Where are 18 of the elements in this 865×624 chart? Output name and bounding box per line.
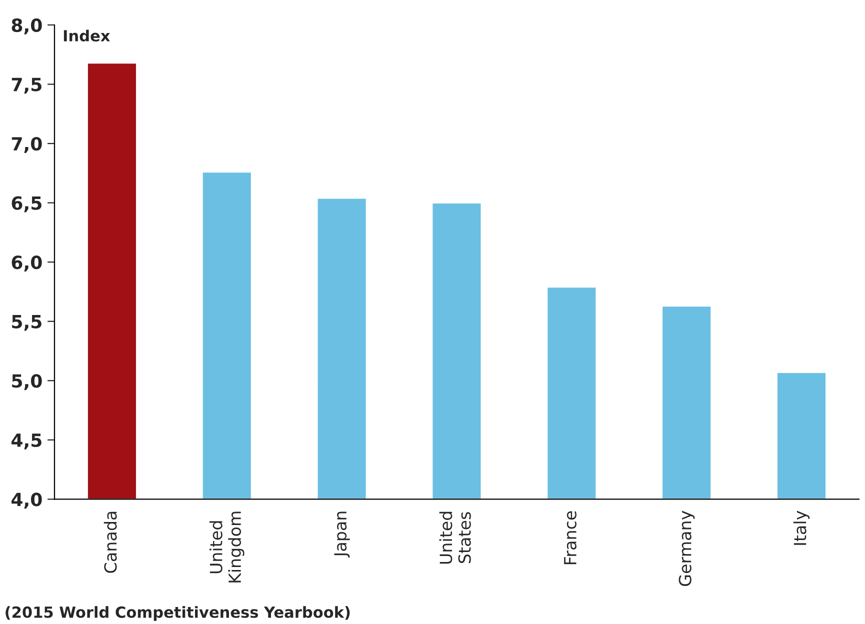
x-tick-label: Canada [104, 512, 117, 573]
y-tick-label: 6,5 [12, 196, 42, 212]
y-tick-label: 5,0 [12, 374, 42, 390]
x-tick-label: United Kingdom [209, 512, 244, 582]
y-tick-label: 6,0 [12, 256, 42, 272]
x-tick-label: Italy [793, 510, 810, 545]
x-tick-label: United States [439, 512, 471, 564]
y-tick-label: 5,5 [12, 315, 42, 331]
x-tick-label: France [564, 511, 576, 564]
y-axis-title: Index [64, 30, 110, 42]
y-tick-label: 4,0 [12, 492, 42, 509]
y-tick-label: 7,0 [12, 136, 42, 153]
y-tick-label: 8,0 [12, 18, 42, 34]
y-tick-label: 4,5 [12, 434, 42, 450]
x-tick-label: Germany [678, 510, 695, 586]
x-tick-label: Japan [334, 512, 350, 558]
y-tick-label: 7,5 [12, 78, 42, 94]
text: (2015 World Competitiveness Yearbook) [6, 606, 350, 621]
